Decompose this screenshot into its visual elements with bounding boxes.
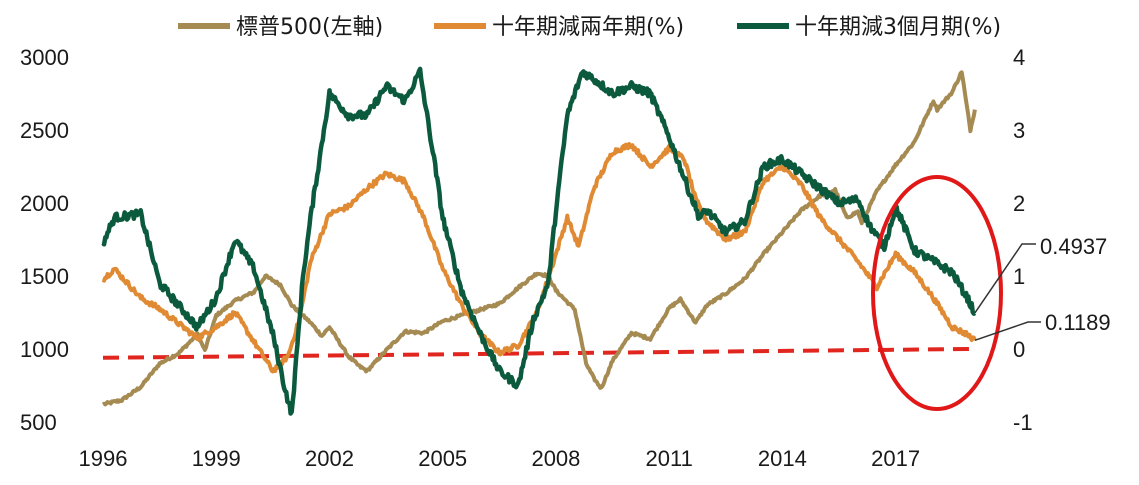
right-tick-label: 4: [1013, 45, 1025, 70]
right-tick-label: 0: [1013, 337, 1025, 362]
left-tick-label: 3000: [20, 45, 69, 70]
left-tick-label: 1000: [20, 337, 69, 362]
x-tick-label: 2011: [646, 446, 693, 471]
left-tick-label: 2000: [20, 191, 69, 216]
annotation-layer: 0.4937 0.1189: [974, 234, 1111, 342]
right-tick-label: -1: [1013, 410, 1033, 435]
legend: 標普500(左軸) 十年期減兩年期(%) 十年期減3個月期(%): [178, 15, 1001, 40]
left-tick-label: 500: [20, 410, 57, 435]
legend-label: 標普500(左軸): [236, 15, 383, 40]
right-tick-label: 1: [1013, 264, 1025, 289]
x-axis-ticks: 1996 1999 2002 2005 2008 2011 2014 2017: [79, 446, 921, 471]
legend-label: 十年期減兩年期(%): [492, 15, 684, 40]
zero-reference-layer: [102, 347, 972, 360]
annotation-label: 0.1189: [1045, 310, 1111, 335]
annotation-leader-line: [974, 321, 1041, 342]
series-layer: [101, 66, 977, 416]
zero-reference-dashed-line: [102, 347, 972, 360]
x-tick-label: 2005: [418, 446, 467, 471]
x-tick-label: 2017: [871, 446, 920, 471]
series-line-2: [101, 142, 977, 374]
x-tick-label: 2002: [305, 446, 354, 471]
legend-label: 十年期減3個月期(%): [795, 15, 1001, 40]
highlight-ellipse: [871, 175, 1003, 411]
series-line-3: [101, 66, 977, 416]
highlight-layer: [871, 175, 1003, 411]
left-axis-ticks: 500 1000 1500 2000 2500 3000: [20, 45, 69, 435]
x-tick-label: 1996: [79, 446, 128, 471]
x-tick-label: 2014: [758, 446, 807, 471]
right-tick-label: 2: [1013, 191, 1025, 216]
right-axis-ticks: -1 0 1 2 3 4: [1013, 45, 1033, 435]
left-tick-label: 1500: [20, 264, 69, 289]
annotation-leader-line: [974, 243, 1036, 314]
x-tick-label: 2008: [531, 446, 580, 471]
left-tick-label: 2500: [20, 118, 69, 143]
right-tick-label: 3: [1013, 118, 1025, 143]
x-tick-label: 1999: [192, 446, 241, 471]
annotation-label: 0.4937: [1040, 234, 1107, 259]
